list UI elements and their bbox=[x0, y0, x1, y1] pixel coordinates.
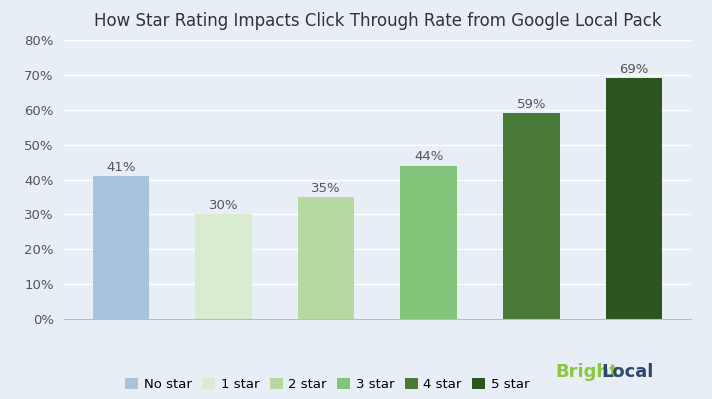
Title: How Star Rating Impacts Click Through Rate from Google Local Pack: How Star Rating Impacts Click Through Ra… bbox=[93, 12, 661, 30]
Text: 30%: 30% bbox=[209, 199, 239, 212]
Bar bbox=[93, 176, 149, 319]
Bar bbox=[503, 113, 560, 319]
Text: 44%: 44% bbox=[414, 150, 444, 163]
Text: Bright: Bright bbox=[555, 363, 618, 381]
Bar bbox=[606, 78, 662, 319]
Bar bbox=[400, 166, 457, 319]
Bar bbox=[298, 197, 355, 319]
Text: 35%: 35% bbox=[311, 182, 341, 195]
Text: Local: Local bbox=[602, 363, 654, 381]
Legend: No star, 1 star, 2 star, 3 star, 4 star, 5 star: No star, 1 star, 2 star, 3 star, 4 star,… bbox=[120, 373, 535, 396]
Text: 59%: 59% bbox=[516, 98, 546, 111]
Text: 69%: 69% bbox=[619, 63, 649, 76]
Bar bbox=[195, 215, 251, 319]
Text: 41%: 41% bbox=[106, 161, 135, 174]
